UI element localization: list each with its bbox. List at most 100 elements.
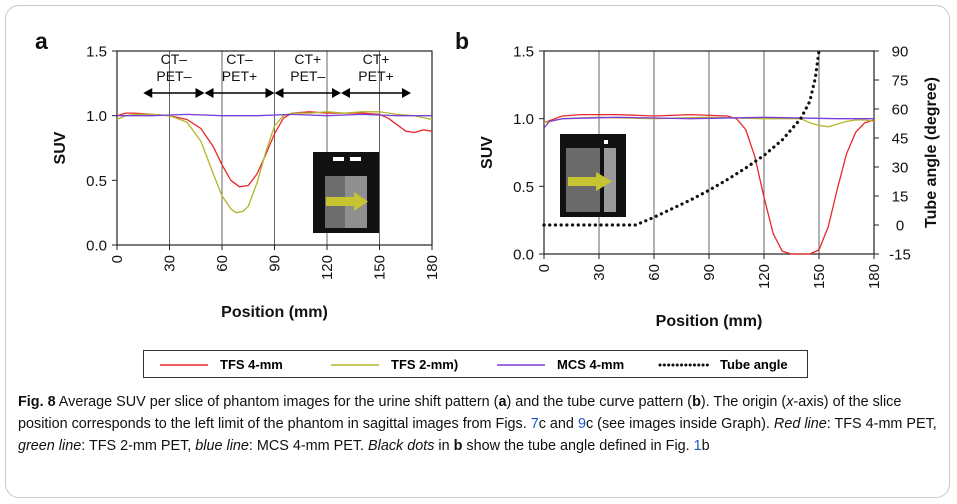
caption-text: Average SUV per slice of phantom images … (55, 394, 499, 410)
series-tfs-4-mm-line (543, 113, 875, 255)
x-tick-label: 120 (319, 255, 336, 280)
caption-text: : TFS 4-mm PET, (826, 416, 937, 432)
x-tick-label: 150 (372, 255, 389, 280)
series-mcs-4-mm-line (117, 113, 432, 117)
x-tick-label: 60 (214, 255, 231, 272)
x-tick-label: 150 (811, 264, 828, 289)
y-axis-label: SUV (52, 131, 69, 164)
y-tick-label: 1.0 (86, 108, 107, 125)
caption-text: c and (538, 416, 578, 432)
phantom-inset-image (313, 152, 379, 233)
y2-tick-label: 30 (892, 160, 909, 177)
caption-panel-a: a (498, 394, 507, 410)
legend-swatch (331, 364, 379, 366)
caption-text: ) and the tube curve pattern ( (506, 394, 693, 410)
y-tick-label: 1.0 (513, 111, 534, 128)
region-arrowhead (143, 88, 153, 98)
y-tick-label: 1.5 (513, 44, 534, 61)
caption-text: b (701, 438, 710, 454)
region-arrowhead (265, 88, 275, 98)
region-label-pet: PET– (156, 68, 191, 84)
region-arrowhead (204, 88, 214, 98)
legend-label: TFS 2-mm) (391, 357, 459, 372)
y2-axis-label: Tube angle (degree) (923, 77, 940, 228)
figure-label: Fig. 8 (18, 394, 56, 410)
y-axis-label: SUV (479, 136, 496, 169)
phantom-inset-image (560, 134, 626, 217)
series-tfs-2-mm-line (116, 111, 433, 214)
inset-tube (604, 148, 616, 212)
x-axis-label: Position (mm) (221, 304, 328, 321)
legend-swatch (658, 363, 710, 367)
legend-label: Tube angle (720, 357, 788, 372)
figure-caption: Fig. 8 Average SUV per slice of phantom … (18, 391, 938, 457)
y-tick-label: 1.5 (86, 44, 107, 61)
y2-tick-label: -15 (889, 247, 911, 264)
x-tick-label: 60 (646, 264, 663, 281)
legend-swatch (160, 364, 208, 366)
region-label-ct: CT+ (363, 51, 390, 67)
y-tick-label: 0.5 (513, 179, 534, 196)
figure-ref-link[interactable]: 7 (530, 416, 539, 432)
x-tick-label: 0 (536, 264, 553, 272)
x-tick-label: 30 (162, 255, 179, 272)
figure-ref-link[interactable]: 9 (577, 416, 586, 432)
inset-arrow-shaft (568, 177, 598, 186)
region-label-ct: CT+ (294, 51, 321, 67)
inset-marker (350, 157, 361, 161)
caption-text: in (434, 438, 454, 454)
series-tube-angle-line (542, 49, 821, 227)
x-tick-label: 90 (701, 264, 718, 281)
region-label-pet: PET+ (222, 68, 257, 84)
caption-text: ). The origin ( (700, 394, 787, 410)
panel-letter: a (35, 28, 48, 54)
series-tfs-4-mm-line (116, 111, 433, 188)
caption-blue-line-label: blue line (195, 438, 249, 454)
region-label-ct: CT– (226, 51, 253, 67)
caption-text: show the tube angle defined in Fig. (462, 438, 694, 454)
caption-text: -axis) of the slice position corresponds… (18, 394, 902, 432)
region-label-pet: PET– (290, 68, 325, 84)
panel-letter: b (455, 28, 469, 54)
region-arrowhead (274, 88, 284, 98)
inset-arrow-head (596, 172, 612, 191)
x-tick-label: 180 (866, 264, 883, 289)
region-label-ct: CT– (161, 51, 188, 67)
series-mcs-4-mm-line (543, 116, 874, 129)
caption-panel-b: b (692, 394, 701, 410)
figure-ref-link[interactable]: 1 (693, 438, 702, 454)
y2-tick-label: 15 (892, 189, 909, 206)
inset-arrow-head (354, 192, 368, 211)
y2-tick-label: 45 (892, 131, 909, 148)
y2-tick-label: 90 (892, 44, 909, 61)
y-tick-label: 0.0 (513, 247, 534, 264)
legend-label: TFS 4-mm (220, 357, 283, 372)
region-arrowhead (402, 88, 411, 98)
caption-text: c (see images inside Graph). (585, 416, 774, 432)
region-arrowhead (341, 88, 350, 98)
x-tick-label: 90 (267, 255, 284, 272)
inset-marker (333, 157, 344, 161)
x-tick-label: 180 (424, 255, 441, 280)
caption-green-line-label: green line (18, 438, 82, 454)
caption-text: : TFS 2-mm PET, (81, 438, 196, 454)
y2-tick-label: 0 (896, 218, 904, 235)
caption-red-line-label: Red line (773, 416, 827, 432)
caption-x-italic: x (786, 394, 794, 410)
figure-frame (5, 5, 950, 498)
inset-arrow-shaft (326, 197, 356, 206)
y-tick-label: 0.0 (86, 238, 107, 255)
caption-black-dots-label: Black dots (368, 438, 435, 454)
legend: TFS 4-mm TFS 2-mm) MCS 4-mm Tube angle (143, 350, 808, 378)
x-axis-label: Position (mm) (656, 313, 763, 330)
inset-marker (604, 140, 608, 144)
region-label-pet: PET+ (358, 68, 393, 84)
region-arrowhead (332, 88, 341, 98)
x-tick-label: 30 (591, 264, 608, 281)
caption-panel-b: b (453, 438, 463, 454)
caption-text: : MCS 4-mm PET. (248, 438, 369, 454)
y2-tick-label: 75 (892, 73, 909, 90)
x-tick-label: 0 (109, 255, 126, 263)
y-tick-label: 0.5 (86, 173, 107, 190)
